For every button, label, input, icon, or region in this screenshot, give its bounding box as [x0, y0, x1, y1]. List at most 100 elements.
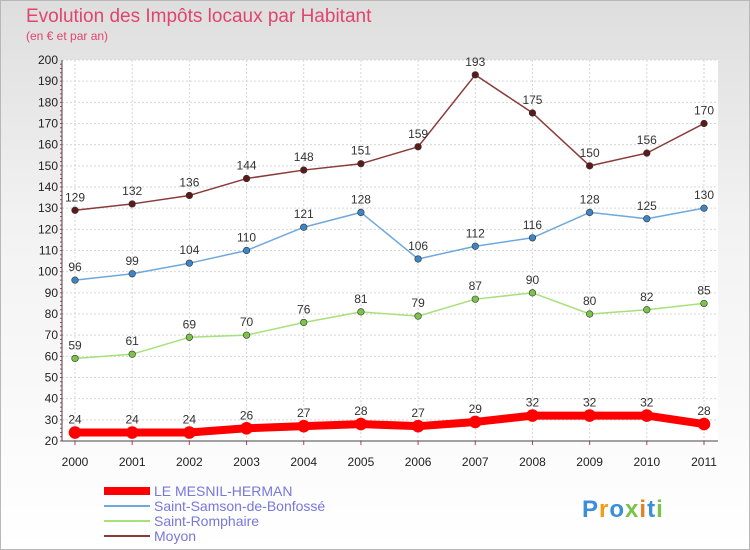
data-point: [128, 350, 136, 358]
data-label: 24: [68, 413, 82, 427]
legend-entry: LE MESNIL-HERMAN: [154, 483, 292, 499]
data-label: 85: [697, 283, 711, 297]
series-line-le-mesnil-herman: [71, 411, 708, 437]
chart-subtitle: (en € et par an): [26, 29, 108, 43]
data-label: 116: [523, 218, 542, 232]
data-label: 27: [297, 406, 311, 420]
data-point: [414, 255, 422, 263]
data-label: 159: [408, 127, 428, 141]
data-label: 76: [297, 302, 311, 316]
data-label: 87: [469, 279, 483, 293]
x-tick-label: 2005: [348, 455, 375, 469]
data-label: 136: [179, 175, 199, 189]
y-tick-label: 30: [45, 413, 59, 427]
data-point: [468, 415, 482, 429]
x-tick-label: 2006: [405, 455, 432, 469]
y-tick-label: 160: [38, 138, 58, 152]
y-tick-label: 190: [38, 74, 58, 88]
data-label: 69: [183, 317, 197, 331]
series-line-saint-samson-de-bonfoss: [74, 207, 705, 281]
y-tick-label: 50: [45, 371, 59, 385]
data-point: [357, 160, 365, 168]
data-label: 29: [469, 402, 483, 416]
brand-letter: i: [656, 496, 664, 523]
data-point: [183, 426, 196, 439]
data-label: 175: [522, 93, 542, 107]
data-point: [640, 409, 654, 422]
x-tick-label: 2001: [119, 455, 146, 469]
data-label: 128: [351, 192, 371, 206]
series: [68, 71, 711, 439]
y-tick-label: 200: [38, 53, 58, 67]
brand-letter: P: [582, 496, 599, 523]
data-point: [528, 289, 537, 297]
data-label: 28: [354, 404, 368, 418]
y-tick-label: 80: [45, 307, 59, 321]
x-tick-label: 2011: [691, 455, 717, 469]
y-tick-label: 170: [38, 117, 58, 131]
data-label: 27: [411, 406, 425, 420]
data-point: [354, 417, 368, 431]
data-label: 82: [640, 290, 654, 304]
data-label: 110: [237, 231, 256, 245]
data-label: 193: [465, 55, 485, 69]
data-point: [185, 333, 193, 341]
data-label: 32: [526, 396, 540, 410]
legend-entry: Saint-Samson-de-Bonfossé: [154, 498, 325, 514]
data-point: [128, 270, 136, 278]
x-tick-label: 2010: [633, 455, 660, 469]
y-tick-label: 150: [38, 159, 58, 173]
data-label: 24: [183, 413, 197, 427]
data-point: [68, 426, 82, 439]
data-point: [528, 109, 537, 117]
data-point: [643, 215, 651, 223]
data-label: 90: [526, 273, 540, 287]
data-point: [586, 162, 594, 170]
data-point: [471, 295, 479, 303]
data-label: 24: [126, 413, 140, 427]
data-point: [697, 417, 711, 431]
data-point: [471, 242, 479, 250]
data-label: 128: [580, 192, 600, 206]
data-label: 26: [240, 408, 254, 422]
data-label: 150: [580, 146, 600, 160]
y-tick-label: 140: [38, 180, 58, 194]
x-tick-label: 2008: [519, 455, 546, 469]
data-point: [414, 143, 422, 151]
data-point: [240, 421, 253, 435]
data-labels: 96 99 104 110 121 128 106 112 116 128 125 130 59 61 69…: [65, 55, 714, 427]
y-tick-label: 90: [45, 286, 59, 300]
y-tick-label: 130: [38, 201, 58, 215]
y-tick-label: 70: [45, 328, 59, 342]
brand-letter: t: [647, 496, 656, 523]
brand-letter: i: [639, 496, 647, 523]
y-tick-label: 180: [38, 95, 58, 109]
data-point: [586, 310, 594, 318]
data-point: [700, 204, 708, 212]
data-label: 32: [640, 396, 654, 410]
y-tick-label: 100: [38, 265, 58, 279]
data-label: 79: [411, 296, 425, 310]
x-tick-label: 2007: [462, 455, 489, 469]
data-label: 59: [68, 338, 82, 352]
brand-logo: Proxiti: [582, 496, 664, 523]
data-label: 144: [237, 159, 257, 173]
data-point: [414, 312, 422, 320]
data-label: 61: [126, 334, 140, 348]
data-point: [700, 119, 708, 128]
y-tick-label: 60: [45, 349, 59, 363]
data-point: [643, 149, 651, 157]
data-label: 130: [694, 188, 714, 202]
data-point: [700, 299, 708, 308]
data-point: [357, 308, 365, 316]
series-line-saint-romphaire: [74, 292, 705, 360]
data-label: 129: [65, 190, 85, 204]
data-point: [528, 234, 537, 242]
data-point: [411, 419, 425, 433]
data-point: [297, 419, 311, 433]
data-label: 121: [294, 207, 314, 221]
data-label: 156: [637, 133, 657, 147]
x-tick-label: 2004: [290, 455, 317, 469]
data-point: [526, 409, 539, 422]
brand-letter: r: [599, 496, 609, 523]
